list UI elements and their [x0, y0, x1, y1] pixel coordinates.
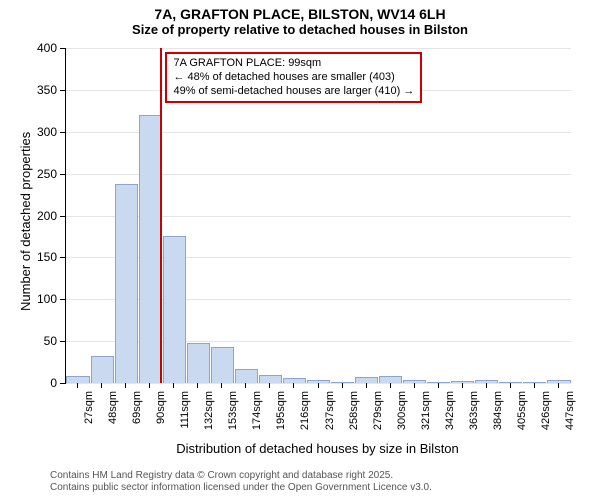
histogram-bar	[139, 115, 162, 383]
x-tick-label: 279sqm	[372, 391, 384, 441]
histogram-bar	[211, 347, 234, 383]
x-tick-mark	[558, 383, 559, 388]
x-tick-mark	[438, 383, 439, 388]
property-marker-line	[160, 48, 162, 383]
histogram-bar	[379, 376, 402, 383]
x-tick-mark	[245, 383, 246, 388]
y-tick-mark	[60, 90, 65, 91]
x-tick-label: 132sqm	[203, 391, 215, 441]
x-tick-label: 111sqm	[179, 391, 191, 441]
x-tick-mark	[342, 383, 343, 388]
chart-title-line2: Size of property relative to detached ho…	[0, 22, 600, 37]
page: 7A, GRAFTON PLACE, BILSTON, WV14 6LH Siz…	[0, 0, 600, 500]
y-tick-label: 50	[23, 334, 57, 348]
x-tick-mark	[125, 383, 126, 388]
gridline	[66, 383, 571, 384]
x-tick-mark	[486, 383, 487, 388]
x-tick-label: 258sqm	[348, 391, 360, 441]
x-tick-label: 195sqm	[275, 391, 287, 441]
x-tick-mark	[462, 383, 463, 388]
x-tick-mark	[221, 383, 222, 388]
y-tick-mark	[60, 48, 65, 49]
y-tick-mark	[60, 216, 65, 217]
histogram-bar	[235, 369, 258, 383]
y-tick-label: 350	[23, 83, 57, 97]
x-tick-label: 90sqm	[155, 391, 167, 441]
y-tick-mark	[60, 132, 65, 133]
x-tick-mark	[197, 383, 198, 388]
x-tick-label: 153sqm	[227, 391, 239, 441]
x-tick-label: 300sqm	[396, 391, 408, 441]
x-tick-label: 384sqm	[492, 391, 504, 441]
y-tick-mark	[60, 174, 65, 175]
y-tick-mark	[60, 299, 65, 300]
x-tick-label: 447sqm	[564, 391, 576, 441]
x-tick-mark	[173, 383, 174, 388]
y-tick-label: 400	[23, 41, 57, 55]
x-tick-label: 321sqm	[420, 391, 432, 441]
x-tick-mark	[510, 383, 511, 388]
x-tick-label: 342sqm	[444, 391, 456, 441]
y-tick-mark	[60, 383, 65, 384]
x-tick-label: 174sqm	[251, 391, 263, 441]
callout-line1: 7A GRAFTON PLACE: 99sqm	[173, 57, 414, 71]
attribution-footer: Contains HM Land Registry data © Crown c…	[50, 470, 432, 494]
callout-line3: 49% of semi-detached houses are larger (…	[173, 85, 414, 99]
x-tick-mark	[101, 383, 102, 388]
titles: 7A, GRAFTON PLACE, BILSTON, WV14 6LH Siz…	[0, 0, 600, 37]
y-tick-mark	[60, 341, 65, 342]
histogram-bar	[283, 378, 306, 383]
x-tick-label: 237sqm	[324, 391, 336, 441]
x-tick-label: 363sqm	[468, 391, 480, 441]
x-tick-mark	[269, 383, 270, 388]
x-tick-label: 27sqm	[83, 391, 95, 441]
histogram-bar	[259, 375, 282, 383]
x-tick-label: 216sqm	[299, 391, 311, 441]
x-tick-label: 48sqm	[107, 391, 119, 441]
x-tick-label: 69sqm	[131, 391, 143, 441]
y-axis-title: Number of detached properties	[18, 131, 33, 310]
x-tick-mark	[366, 383, 367, 388]
histogram-bar	[187, 343, 210, 383]
x-tick-label: 426sqm	[540, 391, 552, 441]
histogram-bar	[115, 184, 138, 383]
x-axis-title: Distribution of detached houses by size …	[65, 441, 570, 456]
histogram-bar	[91, 356, 114, 383]
property-callout: 7A GRAFTON PLACE: 99sqm← 48% of detached…	[165, 52, 422, 103]
x-tick-mark	[149, 383, 150, 388]
x-tick-mark	[534, 383, 535, 388]
x-tick-mark	[293, 383, 294, 388]
callout-line2: ← 48% of detached houses are smaller (40…	[173, 71, 414, 85]
y-tick-label: 0	[23, 376, 57, 390]
histogram-bar	[163, 236, 186, 383]
y-tick-mark	[60, 257, 65, 258]
x-tick-mark	[318, 383, 319, 388]
x-tick-mark	[77, 383, 78, 388]
footer-line1: Contains HM Land Registry data © Crown c…	[50, 470, 432, 482]
x-tick-mark	[414, 383, 415, 388]
histogram-bar	[66, 376, 89, 383]
x-tick-label: 405sqm	[516, 391, 528, 441]
chart-title-line1: 7A, GRAFTON PLACE, BILSTON, WV14 6LH	[0, 6, 600, 22]
x-tick-mark	[390, 383, 391, 388]
footer-line2: Contains public sector information licen…	[50, 482, 432, 494]
gridline	[66, 48, 571, 49]
